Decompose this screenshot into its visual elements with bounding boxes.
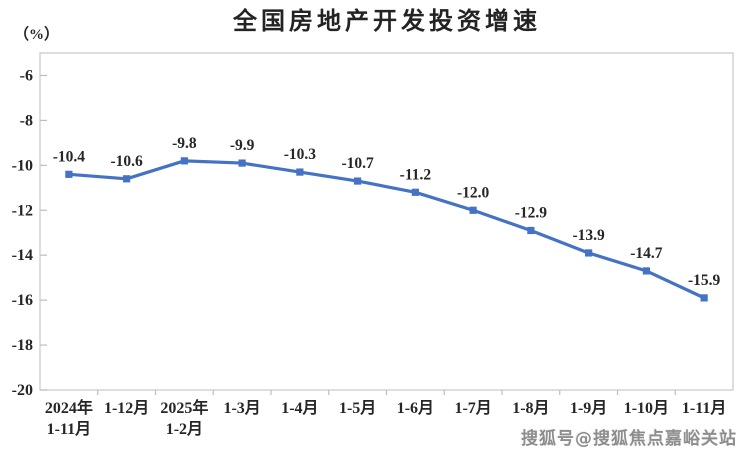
data-point-label: -10.4 bbox=[53, 148, 86, 165]
data-point-label: -15.9 bbox=[688, 272, 721, 289]
y-tick-label: -18 bbox=[12, 337, 33, 354]
x-axis-label: 1-9月 bbox=[570, 399, 607, 417]
x-axis-label: 1-6月 bbox=[397, 399, 434, 417]
x-axis-label: 1-10月 bbox=[624, 399, 669, 417]
data-point-marker bbox=[123, 175, 131, 183]
x-axis-label: 1-7月 bbox=[454, 399, 491, 417]
x-axis-label: 1-4月 bbox=[281, 399, 318, 417]
chart-title: 全国房地产开发投资增速 bbox=[233, 7, 541, 35]
x-axis-label: 1-8月 bbox=[512, 399, 549, 417]
y-axis-unit-label: （%） bbox=[14, 27, 60, 43]
data-point-label: -11.2 bbox=[400, 166, 432, 183]
x-axis-label: 2025年 bbox=[160, 398, 208, 417]
y-tick-label: -6 bbox=[20, 67, 33, 84]
data-point-label: -12.9 bbox=[515, 204, 548, 221]
data-point-marker bbox=[585, 249, 593, 257]
x-axis-label: 1-11月 bbox=[682, 399, 726, 417]
y-tick-label: -14 bbox=[12, 247, 33, 264]
data-point-label: -12.0 bbox=[457, 184, 490, 201]
data-point-marker bbox=[469, 206, 477, 214]
data-point-marker bbox=[700, 294, 708, 302]
data-point-marker bbox=[180, 157, 188, 165]
watermark: 搜狐号@搜狐焦点嘉峪关站 bbox=[521, 429, 737, 449]
x-axis-label: 1-12月 bbox=[104, 399, 149, 417]
data-point-label: -10.3 bbox=[284, 146, 317, 163]
x-axis-label: 1-3月 bbox=[223, 399, 260, 417]
data-point-label: -13.9 bbox=[572, 227, 605, 244]
data-line bbox=[67, 159, 706, 300]
y-tick-label: -12 bbox=[12, 202, 33, 219]
data-point-marker bbox=[354, 177, 362, 185]
data-point-label: -10.6 bbox=[110, 153, 143, 170]
x-axis-label: 1-2月 bbox=[166, 420, 203, 438]
data-point-marker bbox=[642, 267, 650, 275]
data-point-marker bbox=[296, 168, 304, 176]
x-axis-label: 1-11月 bbox=[47, 420, 91, 438]
y-tick-label: -8 bbox=[20, 112, 33, 129]
y-tick-label: -20 bbox=[12, 382, 33, 399]
data-point-label: -9.9 bbox=[230, 137, 255, 154]
data-point-marker bbox=[527, 226, 535, 235]
y-tick-label: -10 bbox=[12, 157, 33, 174]
data-point-label: -14.7 bbox=[630, 245, 663, 262]
x-axis-label: 2024年 bbox=[45, 398, 93, 417]
plot-border bbox=[39, 52, 734, 391]
x-axis-label: 1-5月 bbox=[339, 399, 376, 417]
data-point-label: -10.7 bbox=[341, 155, 374, 172]
data-point-label: -9.8 bbox=[172, 135, 197, 152]
data-point-marker bbox=[65, 170, 73, 178]
data-point-marker bbox=[411, 188, 419, 196]
data-point-marker bbox=[238, 159, 246, 167]
y-tick-label: -16 bbox=[12, 292, 33, 309]
